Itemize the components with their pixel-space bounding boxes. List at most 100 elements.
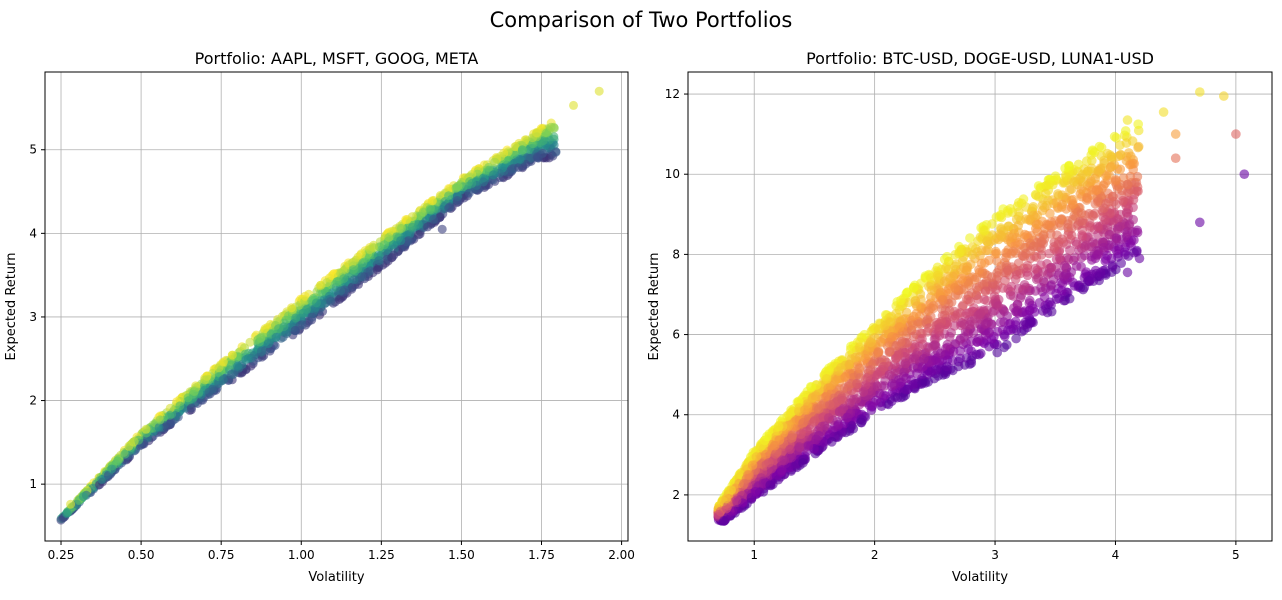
scatter-point [1082, 156, 1092, 166]
scatter-point [1118, 195, 1128, 206]
scatter-point [787, 430, 798, 441]
scatter-point [1102, 222, 1113, 232]
scatter-point [805, 424, 816, 434]
scatter-point [896, 295, 906, 306]
scatter-point [1195, 217, 1205, 228]
scatter-point [845, 344, 856, 355]
scatter-point [233, 361, 243, 371]
scatter-point [1020, 229, 1030, 240]
scatter-point [786, 408, 796, 418]
scatter-point [507, 164, 517, 174]
scatter-point [332, 277, 342, 287]
scatter-point [992, 347, 1002, 358]
y-tick-label: 2 [672, 488, 680, 502]
scatter-point [1031, 219, 1042, 230]
scatter-point [971, 283, 982, 293]
scatter-point [885, 347, 895, 357]
scatter-point [1124, 220, 1134, 231]
scatter-point [1057, 199, 1067, 210]
scatter-point [996, 210, 1006, 220]
scatter-point [271, 332, 281, 342]
scatter-point [984, 341, 994, 352]
scatter-point [1078, 284, 1088, 295]
x-tick-label: 0.75 [208, 548, 235, 562]
scatter-point [356, 249, 366, 259]
scatter-point [1121, 138, 1132, 148]
y-tick-label: 5 [29, 143, 37, 157]
scatter-point [954, 247, 965, 257]
scatter-point [452, 196, 462, 205]
scatter-point [935, 322, 945, 333]
scatter-point [429, 214, 438, 224]
scatter-point [750, 486, 761, 497]
scatter-point [1063, 219, 1073, 229]
scatter-point [533, 153, 543, 163]
scatter-point [887, 332, 897, 342]
scatter-point [1082, 192, 1092, 203]
scatter-point [1064, 293, 1075, 304]
scatter-point [1040, 188, 1051, 199]
scatter-point [365, 266, 375, 276]
figure-suptitle: Comparison of Two Portfolios [489, 8, 793, 32]
x-tick-label: 0.50 [128, 548, 155, 562]
scatter-point [1101, 254, 1111, 264]
scatter-point [1059, 271, 1069, 282]
scatter-point [929, 340, 940, 351]
scatter-point [996, 230, 1006, 241]
scatter-point [995, 317, 1006, 328]
scatter-point [803, 441, 814, 451]
grid [45, 72, 628, 541]
scatter-point [944, 305, 955, 316]
scatter-point [770, 449, 781, 459]
scatter-point [726, 485, 736, 495]
scatter-point [1122, 115, 1133, 125]
scatter-point [1016, 198, 1027, 209]
scatter-point [1133, 141, 1144, 152]
scatter-point [1133, 119, 1143, 129]
scatter-point [939, 276, 950, 287]
scatter-point [56, 515, 66, 525]
scatter-point [1057, 234, 1067, 244]
scatter-point [1113, 224, 1123, 235]
scatter-point [1045, 281, 1056, 291]
scatter-point [1125, 171, 1136, 182]
scatter-point [274, 324, 284, 334]
scatter-point [348, 265, 358, 275]
scatter-point [1098, 242, 1109, 253]
scatter-point [1013, 220, 1023, 231]
scatter-point [1012, 305, 1023, 316]
scatter-point [1083, 166, 1093, 176]
x-tick-label: 1.75 [528, 548, 555, 562]
x-tick-label: 1.25 [368, 548, 395, 562]
scatter-point [62, 508, 72, 518]
scatter-point [935, 348, 946, 359]
scatter-point [1100, 215, 1111, 225]
scatter-point [384, 233, 394, 242]
scatter-points [713, 87, 1250, 526]
scatter-point [1120, 126, 1131, 136]
scatter-point [852, 378, 862, 389]
scatter-point [851, 394, 862, 404]
scatter-point [414, 230, 423, 240]
scatter-point [1111, 174, 1121, 185]
scatter-point [875, 336, 886, 347]
scatter-point [1095, 267, 1106, 278]
scatter-point [1132, 186, 1142, 196]
scatter-point [396, 224, 406, 233]
scatter-point [200, 375, 210, 385]
x-tick-label: 0.25 [48, 548, 75, 562]
scatter-point [1044, 248, 1054, 259]
scatter-point [950, 283, 960, 293]
x-tick-label: 2.00 [608, 548, 635, 562]
scatter-point [551, 147, 561, 157]
scatter-point [226, 360, 236, 370]
scatter-point [764, 457, 774, 468]
scatter-point [427, 196, 437, 206]
scatter-point [809, 415, 820, 426]
scatter-point [1099, 203, 1109, 213]
scatter-point [1022, 270, 1033, 281]
scatter-point [961, 265, 971, 276]
scatter-point [739, 479, 749, 489]
